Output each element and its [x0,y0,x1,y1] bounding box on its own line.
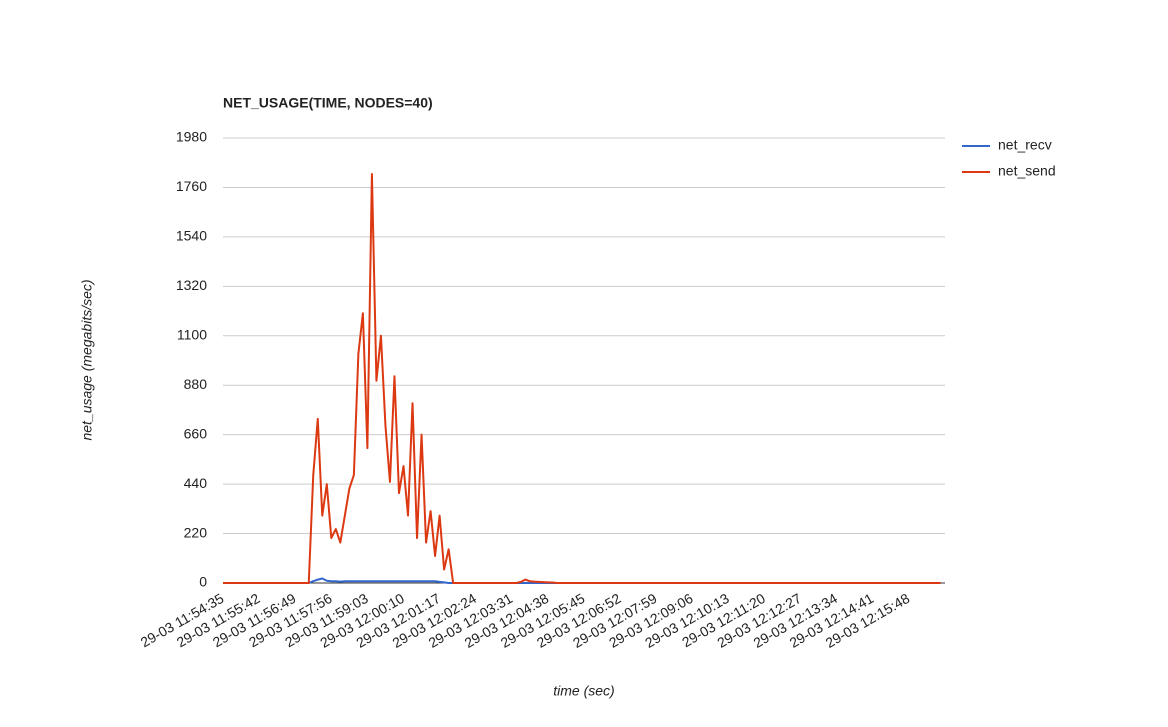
y-tick-label: 1100 [177,326,207,342]
y-tick-label: 880 [184,376,208,392]
y-tick-label: 1540 [176,228,207,244]
y-tick-label: 1760 [176,178,207,194]
y-tick-label: 660 [184,425,208,441]
y-tick-label: 1980 [176,129,207,145]
y-tick-label: 0 [199,574,207,590]
y-tick-label: 440 [184,475,208,491]
series-line [223,172,941,584]
y-tick-label: 220 [184,524,208,540]
chart-title: NET_USAGE(TIME, NODES=40) [223,95,433,111]
y-tick-label: 1320 [176,277,207,293]
y-axis-label: net_usage (megabits/sec) [79,279,95,440]
legend-label: net_send [998,163,1056,179]
x-axis-label: time (sec) [553,683,614,699]
legend-label: net_recv [998,137,1052,153]
